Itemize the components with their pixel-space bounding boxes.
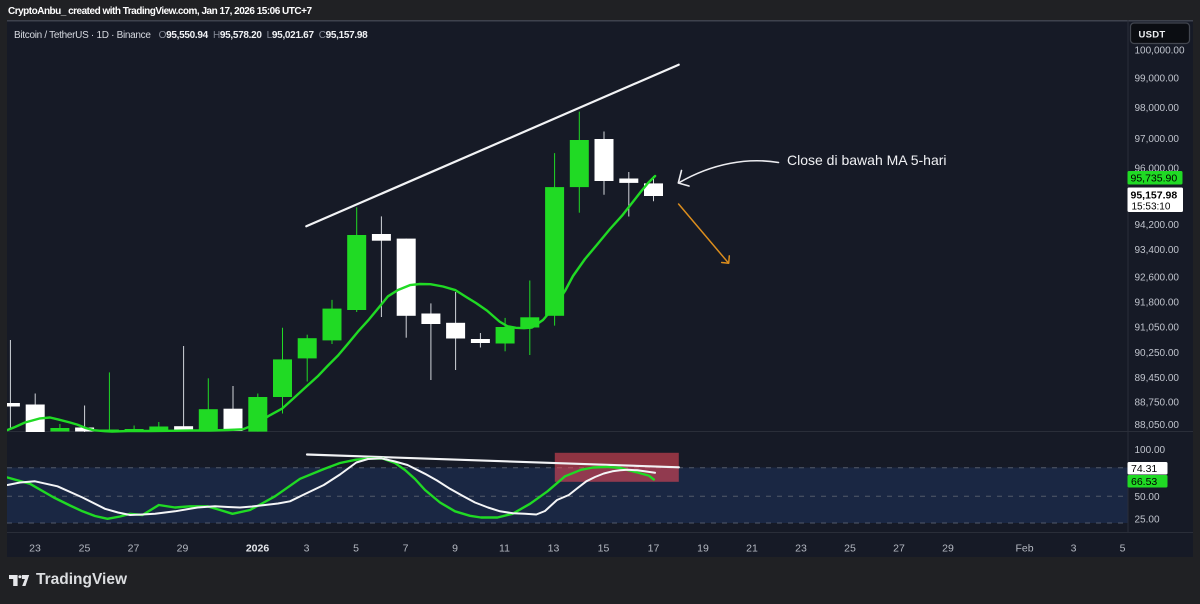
svg-text:11: 11 [499, 543, 510, 555]
svg-text:95,735.90: 95,735.90 [1131, 173, 1178, 185]
svg-text:89,450.00: 89,450.00 [1135, 373, 1180, 384]
svg-text:25: 25 [844, 543, 856, 555]
svg-text:99,000.00: 99,000.00 [1135, 73, 1180, 84]
svg-text:5: 5 [353, 543, 359, 555]
svg-text:90,250.00: 90,250.00 [1135, 348, 1180, 359]
svg-text:100.00: 100.00 [1135, 445, 1166, 456]
svg-text:15: 15 [598, 543, 610, 555]
svg-text:88,050.00: 88,050.00 [1135, 420, 1180, 431]
svg-text:66.53: 66.53 [1131, 476, 1157, 488]
svg-text:27: 27 [128, 543, 140, 555]
svg-text:15:53:10: 15:53:10 [1132, 201, 1171, 212]
svg-text:13: 13 [548, 543, 560, 555]
svg-text:Close di bawah MA 5-hari: Close di bawah MA 5-hari [787, 152, 947, 168]
svg-text:93,400.00: 93,400.00 [1135, 245, 1180, 256]
svg-text:100,000.00: 100,000.00 [1135, 45, 1185, 56]
svg-text:25.00: 25.00 [1135, 514, 1160, 525]
svg-text:5: 5 [1120, 543, 1126, 555]
svg-text:19: 19 [697, 543, 709, 555]
svg-text:3: 3 [1071, 543, 1077, 555]
svg-text:Feb: Feb [1015, 543, 1033, 555]
svg-text:USDT: USDT [1138, 30, 1165, 41]
svg-text:25: 25 [79, 543, 91, 555]
svg-text:92,600.00: 92,600.00 [1135, 272, 1180, 283]
svg-text:27: 27 [893, 543, 905, 555]
svg-text:98,000.00: 98,000.00 [1135, 103, 1180, 114]
svg-text:Bitcoin / TetherUS · 1D · Bina: Bitcoin / TetherUS · 1D · Binance O95,550… [14, 30, 368, 41]
svg-text:91,800.00: 91,800.00 [1135, 297, 1180, 308]
svg-text:29: 29 [177, 543, 189, 555]
svg-text:29: 29 [942, 543, 954, 555]
svg-text:9: 9 [452, 543, 458, 555]
svg-text:91,050.00: 91,050.00 [1135, 322, 1180, 333]
svg-text:17: 17 [648, 543, 660, 555]
svg-text:88,750.00: 88,750.00 [1135, 397, 1180, 408]
svg-text:94,200.00: 94,200.00 [1135, 220, 1180, 231]
svg-text:95,157.98: 95,157.98 [1131, 189, 1178, 201]
svg-text:2026: 2026 [246, 543, 270, 555]
svg-text:3: 3 [304, 543, 310, 555]
svg-text:74.31: 74.31 [1131, 463, 1157, 475]
svg-text:7: 7 [403, 543, 409, 555]
svg-text:23: 23 [795, 543, 807, 555]
svg-text:97,000.00: 97,000.00 [1135, 134, 1180, 145]
svg-text:23: 23 [29, 543, 41, 555]
svg-text:96,000.00: 96,000.00 [1135, 163, 1180, 174]
svg-text:50.00: 50.00 [1135, 492, 1160, 503]
svg-text:21: 21 [746, 543, 758, 555]
